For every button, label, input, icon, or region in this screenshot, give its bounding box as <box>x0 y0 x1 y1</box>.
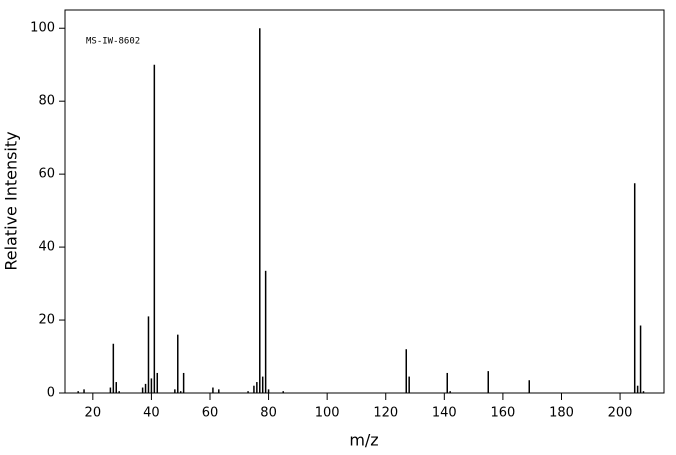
y-axis-label: Relative Intensity <box>2 131 21 270</box>
y-tick-label: 100 <box>30 21 55 36</box>
x-tick-label: 200 <box>608 406 633 421</box>
x-tick-label: 160 <box>490 406 515 421</box>
x-tick-label: 60 <box>202 406 219 421</box>
x-tick-label: 120 <box>373 406 398 421</box>
annotation: MS-IW-8602 <box>86 37 140 47</box>
y-tick-label: 0 <box>47 386 55 401</box>
x-tick-label: 80 <box>260 406 277 421</box>
x-axis-label: m/z <box>349 431 378 450</box>
y-tick-label: 20 <box>38 313 55 328</box>
y-tick-label: 80 <box>38 94 55 109</box>
x-tick-label: 20 <box>85 406 102 421</box>
y-tick-label: 40 <box>38 240 55 255</box>
y-tick-label: 60 <box>38 167 55 182</box>
plot-frame <box>64 9 665 394</box>
x-tick-label: 180 <box>549 406 574 421</box>
x-tick-label: 140 <box>432 406 457 421</box>
x-tick-label: 40 <box>143 406 160 421</box>
x-tick-label: 100 <box>315 406 340 421</box>
